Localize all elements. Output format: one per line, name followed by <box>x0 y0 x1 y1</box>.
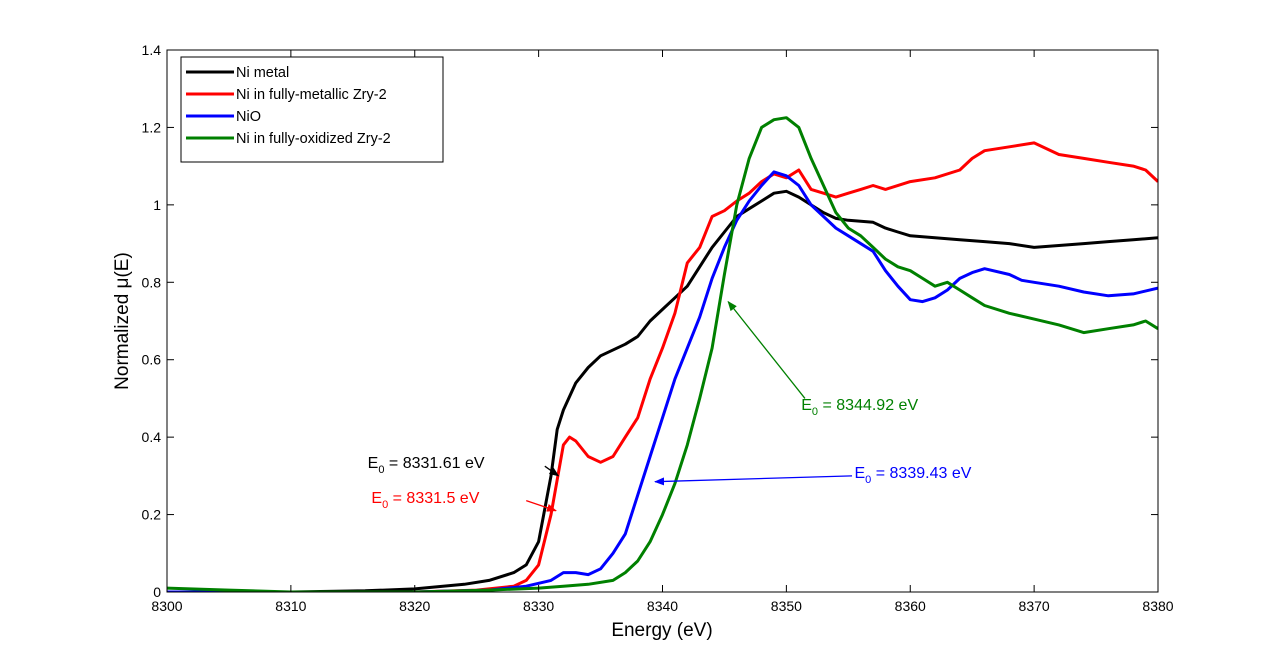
x-tick-label: 8320 <box>399 598 430 614</box>
series-line-ni-in-fully-metallic-zry-2 <box>167 141 1158 592</box>
y-tick-label: 0.2 <box>142 507 162 523</box>
x-tick-label: 8340 <box>647 598 678 614</box>
annotation-arrow <box>727 300 806 399</box>
legend-box <box>180 56 444 163</box>
x-tick-label: 8370 <box>1019 598 1050 614</box>
series-layer <box>167 116 1158 592</box>
annotation-label: E0 = 8331.5 eV <box>371 490 479 511</box>
x-tick-label: 8310 <box>275 598 306 614</box>
annotation-layer: E0 = 8331.61 eV E0 = 8331.5 eV E0 = 8339.4… <box>368 300 972 512</box>
series-line-ni-in-fully-oxidized-zry-2 <box>167 116 1158 592</box>
annotation-arrow <box>526 500 557 512</box>
annotation-arrow <box>654 475 853 486</box>
series-line-ni-metal <box>167 189 1158 592</box>
legend-label-ni-in-fully-oxidized-zry-2: Ni in fully-oxidized Zry-2 <box>236 131 391 147</box>
tick-layer: 8300 8310 8320 8330 8340 8350 8360 8370 8380 0 0.2… <box>142 42 1174 614</box>
series-line-nio <box>167 170 1158 592</box>
x-tick-label: 8300 <box>151 598 182 614</box>
y-tick-label: 0 <box>153 584 161 600</box>
y-axis-label: Normalized μ(E) <box>112 252 133 390</box>
y-tick-label: 1 <box>153 197 161 213</box>
y-tick-label: 1.2 <box>142 119 162 135</box>
annotation-label: E0 = 8339.43 eV <box>855 465 972 486</box>
y-tick-label: 0.6 <box>142 352 162 368</box>
y-tick-label: 0.4 <box>142 429 162 445</box>
annotation-arrow <box>544 465 560 477</box>
y-tick-label: 1.4 <box>142 42 162 58</box>
x-tick-label: 8380 <box>1142 598 1173 614</box>
y-tick-label: 0.8 <box>142 274 162 290</box>
x-axis-label: Energy (eV) <box>611 620 712 641</box>
annotation-label: E0 = 8331.61 eV <box>368 455 485 476</box>
x-tick-label: 8360 <box>895 598 926 614</box>
legend: Ni metal Ni in fully-metallic Zry-2 NiO Ni … <box>180 56 444 163</box>
legend-label-ni-in-fully-metallic-zry-2: Ni in fully-metallic Zry-2 <box>236 87 387 103</box>
legend-label-nio: NiO <box>236 109 261 125</box>
x-tick-label: 8330 <box>523 598 554 614</box>
annotation-label: E0 = 8344.92 eV <box>801 397 918 418</box>
x-tick-label: 8350 <box>771 598 802 614</box>
legend-label-ni-metal: Ni metal <box>236 65 289 81</box>
